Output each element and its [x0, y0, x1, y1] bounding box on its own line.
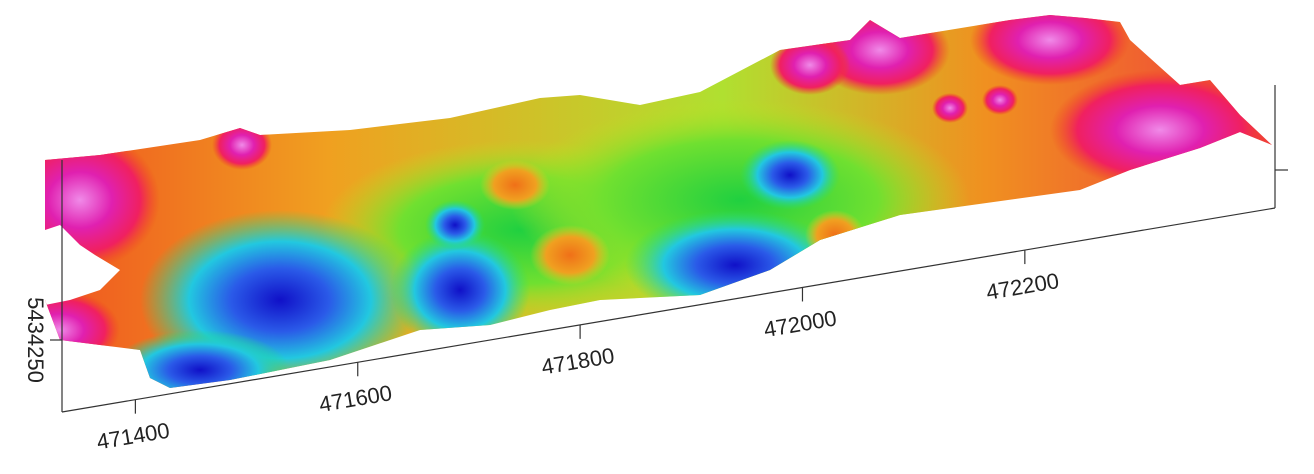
x-tick-label: 471600: [317, 380, 394, 417]
page: {"chart_data": {"type": "surface", "xlim…: [0, 0, 1314, 474]
x-tick-label: 472200: [984, 268, 1061, 305]
x-tick-label: 471400: [95, 418, 172, 455]
x-tick-label: 471800: [540, 343, 617, 380]
surface: [0, 0, 1314, 474]
x-tick-label: 472000: [762, 305, 839, 342]
y-tick-label: 5434250: [23, 297, 48, 383]
chart: 471400 471600 471800 472000 472200 5434250: [0, 0, 1314, 474]
